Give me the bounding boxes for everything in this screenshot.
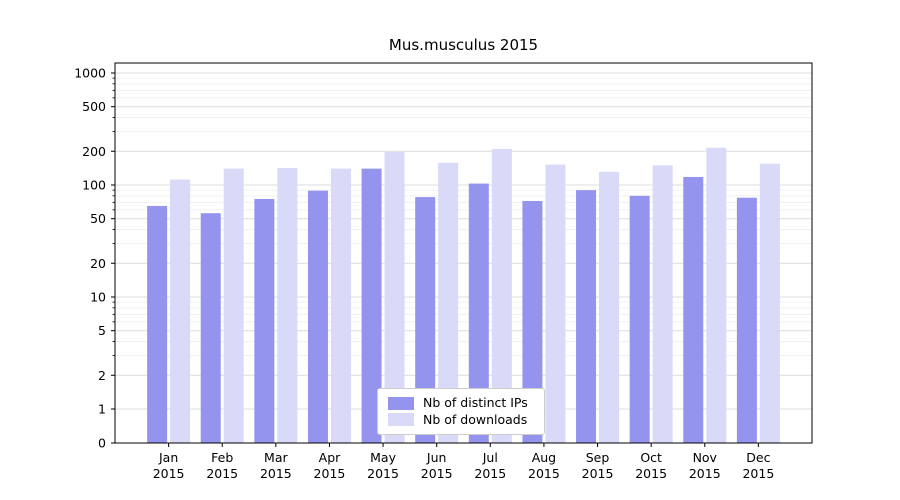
bar-nb-of-downloads-mar-2015 <box>277 167 298 443</box>
x-tick-label-month: Oct <box>640 450 662 465</box>
y-tick-label: 10 <box>90 290 106 305</box>
bar-nb-of-distinct-ips-jul-2015 <box>468 183 489 443</box>
legend: Nb of distinct IPs Nb of downloads <box>377 388 545 435</box>
y-tick-label: 0 <box>98 436 106 451</box>
bars <box>147 147 780 444</box>
y-tick-label: 200 <box>82 144 106 159</box>
bar-nb-of-downloads-feb-2015 <box>223 168 244 443</box>
y-tick-label: 1 <box>98 402 106 417</box>
legend-label-downloads: Nb of downloads <box>423 411 528 427</box>
x-tick-label-year: 2015 <box>421 466 453 481</box>
legend-item-downloads: Nb of downloads <box>388 411 534 427</box>
y-tick-label: 1000 <box>74 66 106 81</box>
bar-nb-of-distinct-ips-may-2015 <box>361 168 382 443</box>
bar-nb-of-distinct-ips-aug-2015 <box>522 200 543 443</box>
x-tick-label-month: Sep <box>586 450 610 465</box>
x-tick-label-month: May <box>370 450 396 465</box>
x-tick-label-year: 2015 <box>474 466 506 481</box>
x-tick-label-month: Apr <box>319 450 341 465</box>
bar-nb-of-downloads-apr-2015 <box>330 168 351 443</box>
x-tick-label-month: Nov <box>693 450 718 465</box>
bar-nb-of-distinct-ips-feb-2015 <box>200 213 221 443</box>
x-tick-label-year: 2015 <box>528 466 560 481</box>
x-tick-label-year: 2015 <box>206 466 238 481</box>
bar-nb-of-distinct-ips-jan-2015 <box>147 205 168 443</box>
x-tick-label-year: 2015 <box>742 466 774 481</box>
legend-swatch-distinct-ips <box>388 396 414 410</box>
x-tick-label-year: 2015 <box>260 466 292 481</box>
legend-label-distinct-ips: Nb of distinct IPs <box>423 395 528 410</box>
x-tick-label-month: Jun <box>426 450 447 465</box>
bar-nb-of-downloads-nov-2015 <box>706 147 727 443</box>
plot-border <box>114 62 813 444</box>
bar-nb-of-downloads-sep-2015 <box>599 171 620 444</box>
x-tick-label-month: Feb <box>211 450 233 465</box>
x-tick-label-year: 2015 <box>689 466 721 481</box>
bar-nb-of-downloads-jul-2015 <box>491 148 512 443</box>
y-tick-label: 5 <box>98 323 106 338</box>
bar-nb-of-downloads-aug-2015 <box>545 164 566 443</box>
bar-nb-of-downloads-jun-2015 <box>438 162 459 443</box>
bar-nb-of-distinct-ips-sep-2015 <box>576 190 597 443</box>
bar-nb-of-downloads-jan-2015 <box>170 179 191 443</box>
x-tick-label-month: Mar <box>264 450 288 465</box>
bar-nb-of-downloads-may-2015 <box>384 151 405 443</box>
bar-nb-of-distinct-ips-oct-2015 <box>629 195 650 443</box>
y-tick-label: 100 <box>82 178 106 193</box>
x-tick-label-year: 2015 <box>635 466 667 481</box>
legend-swatch-downloads <box>388 413 414 427</box>
x-tick-label-year: 2015 <box>582 466 614 481</box>
x-tick-label-month: Aug <box>532 450 556 465</box>
bar-nb-of-distinct-ips-jun-2015 <box>415 197 436 443</box>
bar-nb-of-downloads-dec-2015 <box>759 163 780 443</box>
y-axis: 0 1 2 5 10 20 50 100 200 500 1000 <box>74 66 115 451</box>
bar-nb-of-distinct-ips-apr-2015 <box>307 190 328 443</box>
legend-item-distinct-ips: Nb of distinct IPs <box>388 395 534 410</box>
bar-nb-of-distinct-ips-nov-2015 <box>683 176 704 443</box>
y-tick-label: 500 <box>82 99 106 114</box>
x-tick-label-month: Jan <box>158 450 178 465</box>
x-axis: Jan2015Feb2015Mar2015Apr2015May2015Jun20… <box>153 443 774 481</box>
bar-nb-of-distinct-ips-mar-2015 <box>254 198 275 443</box>
chart-title: Mus.musculus 2015 <box>388 36 539 54</box>
bar-nb-of-distinct-ips-dec-2015 <box>736 197 757 443</box>
x-tick-label-year: 2015 <box>367 466 399 481</box>
y-tick-label: 2 <box>98 368 106 383</box>
x-tick-label-month: Dec <box>746 450 770 465</box>
y-tick-label: 50 <box>90 211 106 226</box>
x-tick-label-month: Jul <box>482 450 498 465</box>
x-tick-label-year: 2015 <box>314 466 346 481</box>
y-tick-label: 20 <box>90 256 106 271</box>
bar-nb-of-downloads-oct-2015 <box>652 165 673 444</box>
x-tick-label-year: 2015 <box>153 466 185 481</box>
